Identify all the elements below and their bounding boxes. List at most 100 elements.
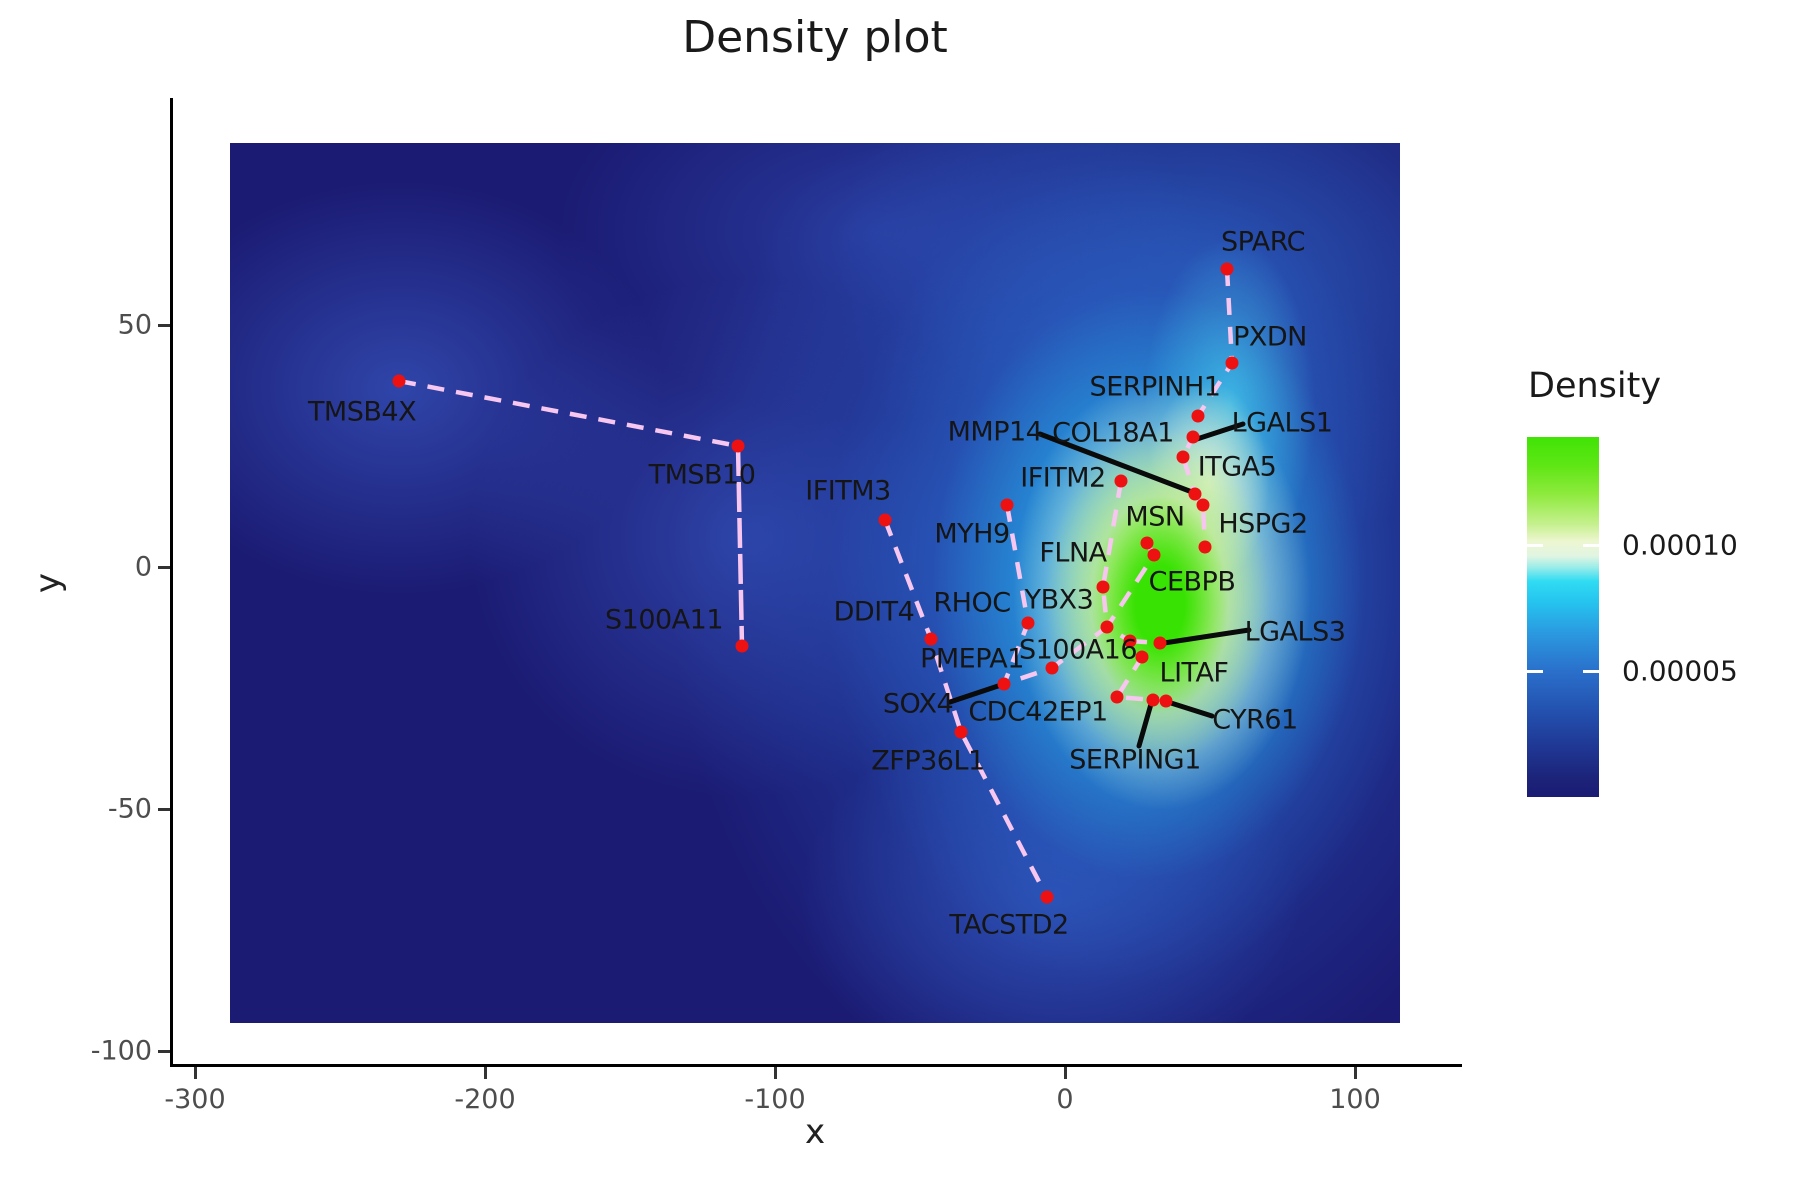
label-pointer-segment — [1194, 421, 1246, 442]
gene-point-HSPG2 — [1198, 540, 1212, 554]
gene-point-CEBPB — [1147, 548, 1161, 562]
x-axis-line — [170, 1064, 1462, 1067]
x-tick-mark — [1353, 1067, 1357, 1079]
y-tick-mark — [158, 565, 170, 569]
gene-label-MYH9: MYH9 — [934, 518, 1010, 550]
x-tick-label: -200 — [454, 1084, 516, 1115]
gene-point-PMEPA1 — [1123, 634, 1137, 648]
gene-label-SPARC: SPARC — [1221, 226, 1305, 258]
gene-label-DDIT4: DDIT4 — [833, 596, 915, 628]
gene-point-SOX4 — [997, 677, 1011, 691]
gene-point-LITAF — [1135, 650, 1149, 664]
legend-tick-label: 0.00010 — [1622, 528, 1738, 562]
gene-point-TMSB4X — [392, 374, 406, 388]
y-tick-label: -100 — [90, 1035, 152, 1067]
x-axis-title: x — [804, 1112, 826, 1152]
gene-label-ZFP36L1: ZFP36L1 — [871, 745, 985, 777]
gene-label-TMSB4X: TMSB4X — [307, 396, 417, 428]
gene-point-SPARC — [1220, 262, 1234, 276]
connector-chain — [735, 445, 745, 647]
gene-label-IFITM3: IFITM3 — [805, 475, 891, 507]
y-tick-label: 50 — [117, 309, 152, 341]
gene-point-RHOC — [1021, 616, 1035, 630]
gene-label-PMEPA1: PMEPA1 — [920, 643, 1024, 675]
gene-label-S100A11: S100A11 — [605, 604, 724, 636]
gene-point-MYH9 — [1000, 498, 1014, 512]
gene-label-CEBPB: CEBPB — [1148, 566, 1236, 598]
gene-label-CDC42EP1: CDC42EP1 — [968, 696, 1108, 728]
y-tick-label: 0 — [134, 551, 152, 583]
gene-label-LGALS1: LGALS1 — [1231, 407, 1333, 439]
gene-label-SERPING1: SERPING1 — [1069, 744, 1201, 776]
gene-label-CYR61: CYR61 — [1212, 704, 1298, 736]
label-pointer-segment — [1168, 700, 1215, 719]
gene-label-SERPINH1: SERPINH1 — [1089, 371, 1221, 403]
connector-chain — [1100, 480, 1124, 628]
x-tick-label: 0 — [1056, 1084, 1074, 1115]
gene-point-S100A11 — [735, 639, 749, 653]
legend-tick-mark — [1527, 669, 1543, 673]
gene-label-COL18A1: COL18A1 — [1052, 417, 1174, 449]
gene-point-SERPING1 — [1146, 693, 1160, 707]
y-axis-line — [170, 98, 173, 1067]
gene-point-SERPINH1 — [1191, 409, 1205, 423]
y-tick-label: -50 — [107, 793, 152, 825]
gene-label-LGALS3: LGALS3 — [1244, 616, 1346, 648]
x-tick-label: -100 — [744, 1084, 806, 1115]
gene-point-IFITM3 — [878, 513, 892, 527]
gene-label-YBX3: YBX3 — [1024, 584, 1094, 616]
gene-point-MMP14 — [1188, 487, 1202, 501]
x-tick-mark — [773, 1067, 777, 1079]
gene-label-TACSTD2: TACSTD2 — [949, 909, 1069, 941]
label-pointer-segment — [1136, 701, 1154, 749]
gene-point-PXDN — [1225, 356, 1239, 370]
chart-title: Density plot — [682, 12, 948, 63]
x-tick-mark — [483, 1067, 487, 1079]
label-pointer-segment — [947, 682, 1004, 705]
legend-tick-mark — [1527, 543, 1543, 547]
x-tick-label: 100 — [1329, 1084, 1381, 1115]
y-tick-mark — [158, 323, 170, 327]
gene-point-LGALS3 — [1153, 636, 1167, 650]
y-tick-mark — [158, 1049, 170, 1053]
gene-label-RHOC: RHOC — [933, 587, 1011, 619]
gene-label-S100A16: S100A16 — [1019, 634, 1138, 666]
gene-point-MSN — [1140, 536, 1154, 550]
gene-point-DDIT4 — [924, 632, 938, 646]
gene-point-FLNA — [1096, 580, 1110, 594]
x-tick-label: -300 — [164, 1084, 226, 1115]
connector-chain — [1180, 268, 1235, 548]
gene-label-FLNA: FLNA — [1039, 537, 1107, 569]
x-tick-mark — [1063, 1067, 1067, 1079]
gene-label-MMP14: MMP14 — [947, 416, 1043, 448]
gene-point-LGALS1 — [1186, 430, 1200, 444]
gene-point-ITGA5 — [1196, 498, 1210, 512]
connector-chain — [398, 378, 739, 449]
gene-point-TMSB10 — [731, 439, 745, 453]
gene-point-YBX3 — [1100, 620, 1114, 634]
legend-tick-mark — [1583, 669, 1599, 673]
gene-label-PXDN: PXDN — [1233, 321, 1307, 353]
gene-label-IFITM2: IFITM2 — [1020, 462, 1106, 494]
connector-chain — [882, 519, 1049, 899]
gene-point-CDC42EP1 — [1110, 690, 1124, 704]
x-tick-mark — [193, 1067, 197, 1079]
legend-tick-mark — [1583, 543, 1599, 547]
legend-title: Density — [1528, 366, 1662, 406]
gene-label-MSN: MSN — [1125, 501, 1185, 533]
gene-point-ZFP36L1 — [954, 725, 968, 739]
gene-point-S100A16 — [1045, 661, 1059, 675]
gene-label-TMSB10: TMSB10 — [648, 459, 756, 491]
label-pointer-segment — [1037, 431, 1195, 495]
gene-point-CYR61 — [1159, 694, 1173, 708]
label-pointer-segment — [1161, 627, 1252, 646]
legend-tick-label: 0.00005 — [1622, 654, 1738, 688]
density-raster — [230, 143, 1400, 1023]
gene-label-HSPG2: HSPG2 — [1218, 508, 1308, 540]
gene-point-COL18A1 — [1176, 450, 1190, 464]
gene-point-IFITM2 — [1114, 474, 1128, 488]
gene-label-ITGA5: ITGA5 — [1197, 451, 1277, 483]
legend-colorbar — [1527, 437, 1599, 797]
